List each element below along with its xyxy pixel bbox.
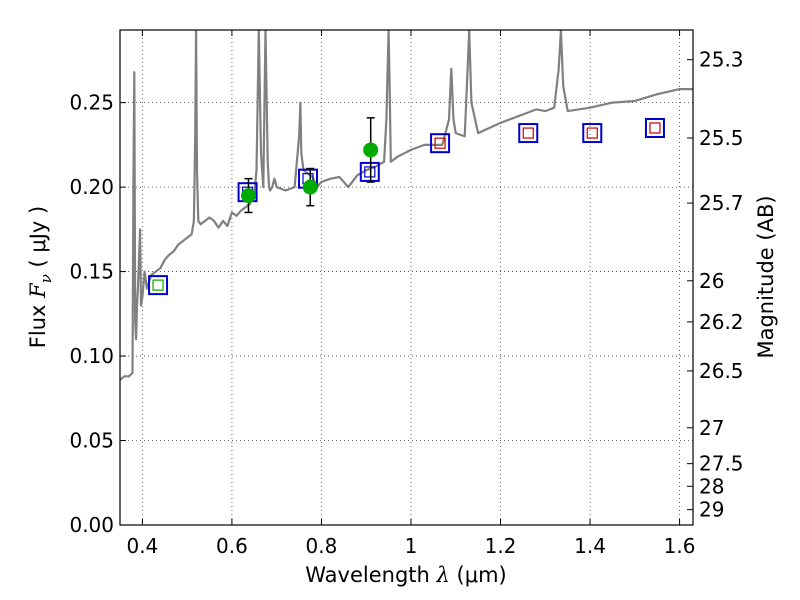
y-axis-ticks: 0.00 0.05 0.10 0.15 0.20 0.25 — [69, 91, 126, 537]
x-axis-title: Wavelength λ (μm) — [305, 563, 506, 587]
model-box-marker — [582, 123, 603, 144]
y-tick-label: 0.25 — [69, 91, 114, 115]
model-box-inner-marker — [364, 166, 376, 178]
model-box-marker — [518, 123, 539, 144]
mag-tick-label: 25.5 — [699, 126, 744, 150]
model-box-marker — [148, 275, 169, 296]
x-tick-label: 0.8 — [306, 534, 338, 558]
observed-markers — [240, 117, 379, 214]
model-box-inner-marker — [649, 122, 661, 134]
model-box-marker — [430, 133, 451, 154]
x-axis-ticks: 0.4 0.6 0.8 1 1.2 1.4 1.6 — [126, 30, 695, 558]
mag-tick-label: 27.5 — [699, 452, 744, 476]
x-tick-label: 1.6 — [664, 534, 696, 558]
magnitude-axis-title: Magnitude (AB) — [754, 195, 778, 358]
y-tick-label: 0.10 — [69, 344, 114, 368]
x-tick-label: 1.4 — [574, 534, 606, 558]
y-tick-label: 0.20 — [69, 175, 114, 199]
spectrum-line — [120, 30, 693, 381]
mag-tick-label: 25.3 — [699, 48, 744, 72]
model-box-marker — [644, 117, 665, 138]
mag-tick-label: 27 — [699, 416, 724, 440]
observed-point — [363, 142, 379, 158]
model-box-inner-marker — [522, 127, 534, 139]
y-tick-label: 0.15 — [69, 260, 114, 284]
y-tick-label: 0.05 — [69, 429, 114, 453]
plot-frame — [119, 29, 694, 526]
y-axis-title: Flux Fν ( μJy ) — [26, 206, 55, 348]
model-box-inner-marker — [586, 127, 598, 139]
mag-tick-label: 29 — [699, 498, 724, 522]
y-tick-label: 0.00 — [69, 513, 114, 537]
observed-point — [302, 179, 318, 195]
mag-tick-label: 26 — [699, 269, 724, 293]
mag-tick-label: 26.5 — [699, 359, 744, 383]
observed-point — [240, 188, 256, 204]
model-box-marker — [359, 161, 380, 182]
grid-lines — [120, 30, 693, 526]
plot-clip-group — [120, 30, 693, 381]
model-box-inner-marker — [152, 279, 164, 291]
mag-tick-label: 28 — [699, 474, 724, 498]
mag-tick-label: 25.7 — [699, 191, 744, 215]
mag-tick-label: 26.2 — [699, 310, 744, 334]
x-tick-label: 0.6 — [216, 534, 248, 558]
x-tick-label: 1 — [405, 534, 418, 558]
x-tick-label: 0.4 — [126, 534, 158, 558]
x-tick-label: 1.2 — [485, 534, 517, 558]
model-box-markers — [148, 117, 665, 296]
model-box-inner-marker — [434, 137, 446, 149]
